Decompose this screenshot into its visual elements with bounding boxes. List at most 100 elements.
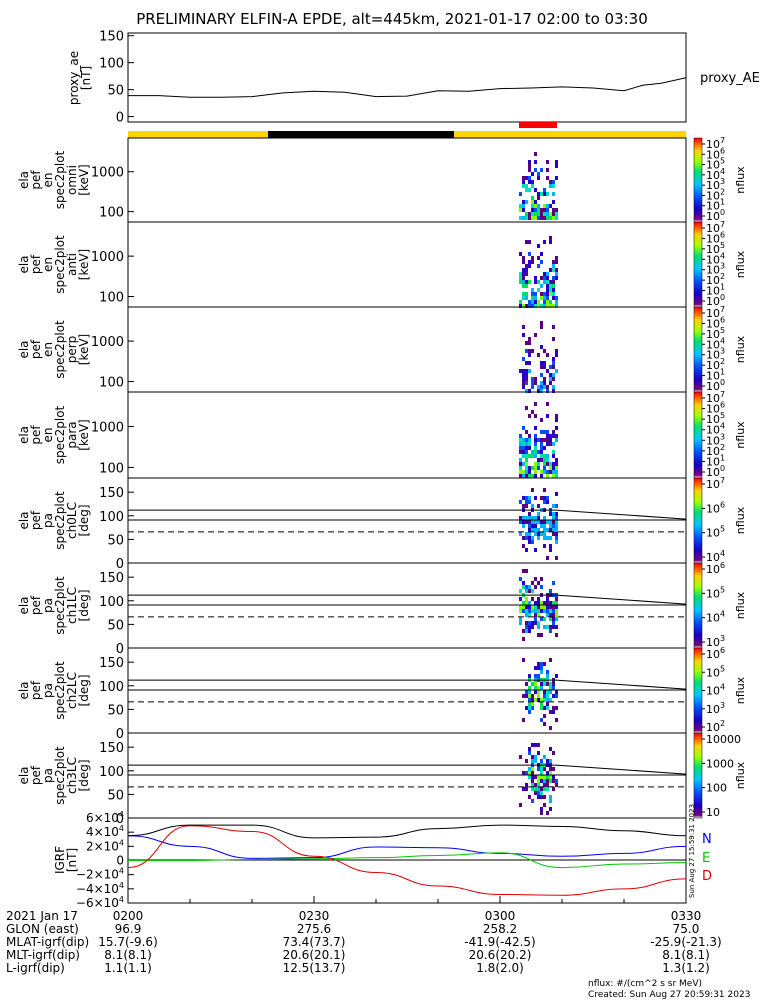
panel-y-label-line: en [41, 173, 55, 188]
spectrogram-cell [537, 690, 540, 694]
spectrogram-cell [525, 609, 528, 613]
igrf-tick-exponent: 4 [119, 824, 124, 833]
panel-tick-label: 100 [99, 206, 124, 221]
spectrogram-cell [522, 470, 525, 474]
colorbar-tick-exponent: 4 [720, 336, 725, 345]
spectrogram-cell [546, 208, 549, 212]
spectrogram-cell [543, 795, 546, 799]
colorbar-tick-label: 107 [706, 476, 725, 491]
spectrogram-cell [531, 260, 534, 264]
spectrogram-cell [540, 284, 543, 288]
spectrogram-cell [543, 532, 546, 536]
spectrogram-cell [537, 791, 540, 795]
spectrogram-cell [537, 767, 540, 771]
igrf-legend-e: E [702, 851, 710, 866]
spectrogram-cell [528, 180, 531, 184]
spectrogram-cell [522, 454, 525, 458]
spectrogram-cell [522, 658, 525, 662]
spectrogram-cell [540, 807, 543, 811]
loss-cone-line [128, 764, 687, 775]
plot-title: PRELIMINARY ELFIN-A EPDE, alt=445km, 202… [136, 10, 648, 28]
spectrogram-cell [549, 710, 552, 714]
spectrogram-cell [552, 268, 555, 272]
spectrogram-cell [540, 605, 543, 609]
spectrogram-cell [546, 160, 549, 164]
spectrogram-cell [519, 434, 522, 438]
spectrogram-cell [543, 300, 546, 304]
spectrogram-cell [552, 260, 555, 264]
spectrogram-cell [555, 504, 558, 508]
spectrogram-cell [519, 272, 522, 276]
spectrogram-cell [543, 192, 546, 196]
spectrogram-cell [528, 690, 531, 694]
spectrogram-cell [531, 516, 534, 520]
proxy-ae-y-ticks: 150 100 50 0 [99, 30, 134, 126]
spectrogram-cell [540, 385, 543, 389]
spectrogram-cell [528, 300, 531, 304]
spectrogram-cell [546, 216, 549, 220]
panel-tick-label: 100 [99, 461, 124, 476]
panel-y-label-line: omni [65, 165, 79, 195]
spectrogram-cell [549, 759, 552, 763]
igrf-y-label-line: IGRF [53, 846, 67, 874]
spectrogram-cell [537, 694, 540, 698]
spectrogram-cell [525, 442, 528, 446]
ephemeris-table: 2021 Jan 17 0200 0230 0300 0330 GLON (east) 96… [6, 909, 722, 975]
spectrogram-cell [552, 325, 555, 329]
spectrogram-cell [531, 304, 534, 308]
spectrogram-cell [546, 176, 549, 180]
spectrogram-cell [534, 426, 537, 430]
spectrogram-cell [555, 353, 558, 357]
colorbar-tick-label: 106 [706, 500, 725, 515]
panel-tick-label: 0 [116, 812, 124, 827]
panel-tick-label: 50 [107, 533, 124, 548]
spectrogram-cell [555, 426, 558, 430]
spectrogram-cell [522, 609, 525, 613]
spectrogram-cell [528, 349, 531, 353]
spectrogram-cell [522, 284, 525, 288]
spectrogram-cell [534, 296, 537, 300]
panel-y-label-line: pef [29, 254, 43, 274]
spectrogram-cell [540, 430, 543, 434]
spectrogram-cell [519, 304, 522, 308]
spectrogram-cell [552, 528, 555, 532]
spectrogram-cell [555, 605, 558, 609]
spectrogram-cell [519, 458, 522, 462]
colorbar-tick-label: 104 [706, 683, 725, 698]
spectrogram-cell [534, 690, 537, 694]
spectrogram-cell [525, 268, 528, 272]
spectrogram-cell [546, 536, 549, 540]
spectrogram-cell [546, 430, 549, 434]
spectrogram-cell [528, 369, 531, 373]
spectrogram-cell [525, 454, 528, 458]
panel-y-label-line: [keV] [77, 249, 91, 280]
spectrogram-cell [537, 536, 540, 540]
spectrogram-cell [519, 589, 522, 593]
spectrogram-cell [549, 373, 552, 377]
spectrogram-cell [534, 520, 537, 524]
spectrogram-cell [537, 528, 540, 532]
spectrogram-cell [528, 414, 531, 418]
panel-y-label-line: ela [17, 511, 31, 529]
ephemeris-cell: 0330 [671, 909, 702, 923]
spectrogram-cell [552, 212, 555, 216]
spectrogram-cell [552, 474, 555, 478]
colorbar-label: nflux [734, 591, 747, 619]
spectrogram-cell [552, 292, 555, 296]
spectrogram-cell [531, 488, 534, 492]
spectrogram-cell [555, 540, 558, 544]
spectrogram-cell [528, 434, 531, 438]
spectrogram-cell [543, 787, 546, 791]
colorbar-tick-label: 106 [706, 561, 725, 576]
spectrogram-cell [552, 775, 555, 779]
panel-frame [127, 221, 687, 308]
spectrogram-cell [534, 188, 537, 192]
spectrogram-cell [540, 296, 543, 300]
spectrogram-cell [525, 605, 528, 609]
spectrogram-cell [546, 674, 549, 678]
spectrogram-cell [534, 605, 537, 609]
panel-y-label-line: [keV] [77, 164, 91, 195]
spectrogram-cell [525, 361, 528, 365]
spectrogram-cell [549, 605, 552, 609]
